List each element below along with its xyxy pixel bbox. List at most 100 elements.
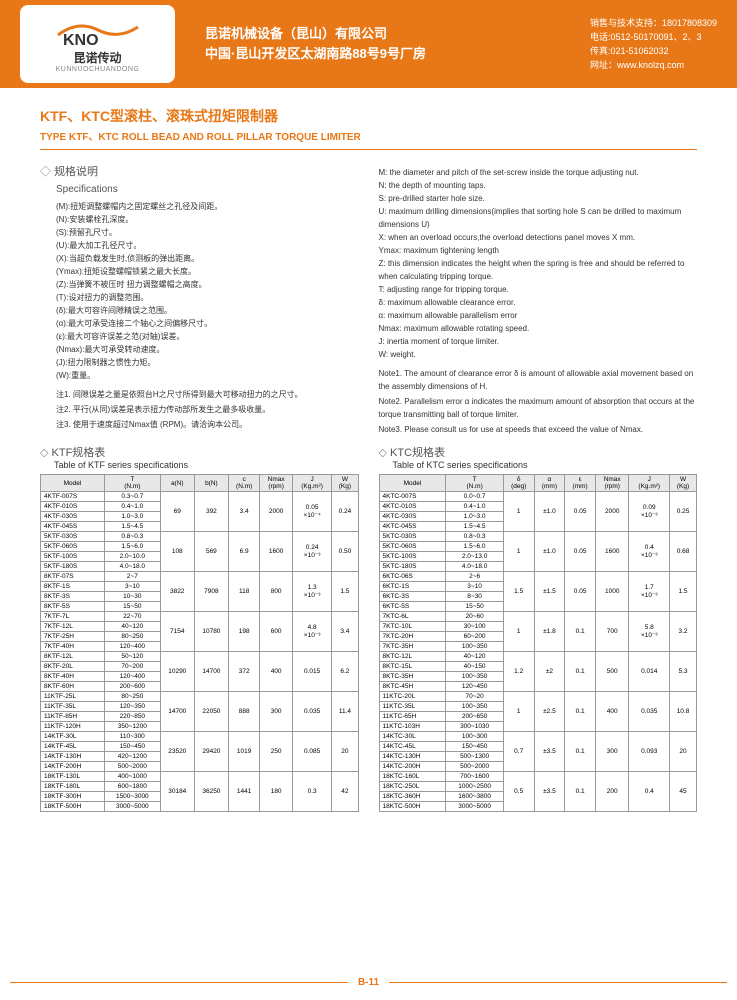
cell-t: 120~400: [104, 642, 160, 652]
cell-w: 45: [670, 772, 697, 812]
cell-t: 3~10: [104, 582, 160, 592]
cell-b: 29420: [194, 732, 228, 772]
page-number: B-11: [358, 977, 379, 988]
section-title-en: TYPE KTF、KTC ROLL BEAD AND ROLL PILLAR T…: [40, 128, 697, 150]
cell-model: 8KTF-07S: [41, 572, 105, 582]
cell-t: 600~1800: [104, 782, 160, 792]
ktc-table-block: KTC规格表 Table of KTC series specification…: [379, 444, 698, 812]
cell-model: 7KTC-6L: [379, 612, 446, 622]
cell-t: 120~400: [104, 672, 160, 682]
cell-t: 1.0~3.0: [446, 512, 503, 522]
cell-t: 1600~3800: [446, 792, 503, 802]
cell-a: 7154: [160, 612, 194, 652]
cell-t: 30~100: [446, 622, 503, 632]
spec-line: (W):重量。: [56, 369, 359, 382]
cell-e: 0.1: [565, 612, 596, 652]
cell-b: 36250: [194, 772, 228, 812]
table-row: 4KTF-007S0.3~0.7693923.420000.05 ×10⁻⁴0.…: [41, 492, 359, 502]
cell-t: 0.4~1.0: [104, 502, 160, 512]
cell-model: 11KTC-65H: [379, 712, 446, 722]
cell-j: 0.014: [629, 652, 670, 692]
cell-a: ±1.8: [534, 612, 565, 652]
section-title-cn: KTF、KTC型滚柱、滚珠式扭矩限制器: [40, 106, 697, 126]
footer-divider: [10, 982, 348, 983]
cell-j: 0.4: [629, 772, 670, 812]
cell-n: 200: [595, 772, 628, 812]
spec-line: (T):设对扭力的调整范围。: [56, 291, 359, 304]
cell-w: 11.4: [332, 692, 358, 732]
logo-swoosh-icon: KNO: [53, 15, 143, 47]
table-row: 7KTF-7L22~707154107801986004.8 ×10⁻³3.4: [41, 612, 359, 622]
cell-model: 14KTF-30L: [41, 732, 105, 742]
cell-n: 400: [260, 652, 293, 692]
cell-b: 569: [194, 532, 228, 572]
cell-j: 0.093: [629, 732, 670, 772]
spec-header-en: Specifications: [40, 183, 359, 196]
logo-brand-cn: 昆诺传动: [73, 49, 121, 66]
cell-j: 0.035: [629, 692, 670, 732]
cell-t: 3~10: [446, 582, 503, 592]
cell-t: 110~300: [104, 732, 160, 742]
cell-a: 10290: [160, 652, 194, 692]
cell-w: 0.25: [670, 492, 697, 532]
cell-t: 2~7: [104, 572, 160, 582]
cell-c: 1019: [228, 732, 259, 772]
spec-line: Note2. Parallelism error α indicates the…: [379, 395, 698, 421]
spec-line: (δ):最大可容许间隙精误之范围。: [56, 304, 359, 317]
cell-model: 4KTF-010S: [41, 502, 105, 512]
cell-t: 400~1000: [104, 772, 160, 782]
cell-model: 6KTC-06S: [379, 572, 446, 582]
cell-w: 0.68: [670, 532, 697, 572]
cell-t: 100~350: [446, 672, 503, 682]
table-header: Model: [379, 475, 446, 492]
cell-t: 0.8~0.3: [104, 532, 160, 542]
spec-line: N: the depth of mounting taps.: [379, 179, 698, 192]
cell-d: 0.7: [503, 732, 534, 772]
cell-n: 300: [595, 732, 628, 772]
cell-model: 5KTF-100S: [41, 552, 105, 562]
spec-line: Nmax: maximum allowable rotating speed.: [379, 322, 698, 335]
cell-d: 1: [503, 692, 534, 732]
cell-model: 5KTF-180S: [41, 562, 105, 572]
cell-w: 3.2: [670, 612, 697, 652]
cell-model: 18KTF-300H: [41, 792, 105, 802]
spec-line: 注1. 间隙误差之量是依照台H之尺寸所得到最大可移动扭力的之尺寸。: [56, 388, 359, 401]
cell-model: 14KTF-45L: [41, 742, 105, 752]
cell-j: 0.035: [292, 692, 331, 732]
table-header: ε (mm): [565, 475, 596, 492]
cell-t: 200~600: [104, 682, 160, 692]
cell-model: 8KTC-45H: [379, 682, 446, 692]
spec-line: S: pre-drilled starter hole size.: [379, 192, 698, 205]
page-header: KNO 昆诺传动 KUNNUOCHUANDONG 昆诺机械设备（昆山）有限公司 …: [0, 0, 737, 88]
cell-model: 8KTF-20L: [41, 662, 105, 672]
spec-line: (X):当超负载发生时,侦测板的弹出距离。: [56, 252, 359, 265]
cell-c: 198: [228, 612, 259, 652]
cell-j: 5.8 ×10⁻³: [629, 612, 670, 652]
spec-left-column: 规格说明 Specifications (M):扭矩调整螺帽内之固定螺丝之孔径及…: [40, 166, 359, 436]
cell-model: 14KTF-200H: [41, 762, 105, 772]
table-row: 4KTC-007S0.0~0.71±1.00.0520000.09 ×10⁻³0…: [379, 492, 697, 502]
cell-n: 400: [595, 692, 628, 732]
table-header: Nmax (rpm): [260, 475, 293, 492]
cell-t: 2.0~13.0: [446, 552, 503, 562]
cell-model: 11KTF-120H: [41, 722, 105, 732]
cell-a: ±3.5: [534, 732, 565, 772]
spec-line: J: inertia moment of torque limiter.: [379, 335, 698, 348]
cell-model: 14KTC-45L: [379, 742, 446, 752]
cell-model: 14KTF-130H: [41, 752, 105, 762]
cell-n: 250: [260, 732, 293, 772]
table-row: 6KTC-06S2~61.5±1.50.0510001.7 ×10⁻³1.5: [379, 572, 697, 582]
company-line1: 昆诺机械设备（昆山）有限公司: [205, 24, 590, 44]
svg-text:KNO: KNO: [63, 32, 99, 47]
spec-header-cn: 规格说明: [40, 166, 359, 179]
cell-t: 4.0~18.0: [446, 562, 503, 572]
cell-t: 500~1300: [446, 752, 503, 762]
cell-t: 100~350: [446, 702, 503, 712]
table-header: J (Kg.m²): [292, 475, 331, 492]
cell-model: 7KTC-20H: [379, 632, 446, 642]
table-header: T (N.m): [446, 475, 503, 492]
cell-model: 18KTC-500H: [379, 802, 446, 812]
cell-t: 200~650: [446, 712, 503, 722]
cell-b: 7908: [194, 572, 228, 612]
cell-model: 18KTC-250L: [379, 782, 446, 792]
